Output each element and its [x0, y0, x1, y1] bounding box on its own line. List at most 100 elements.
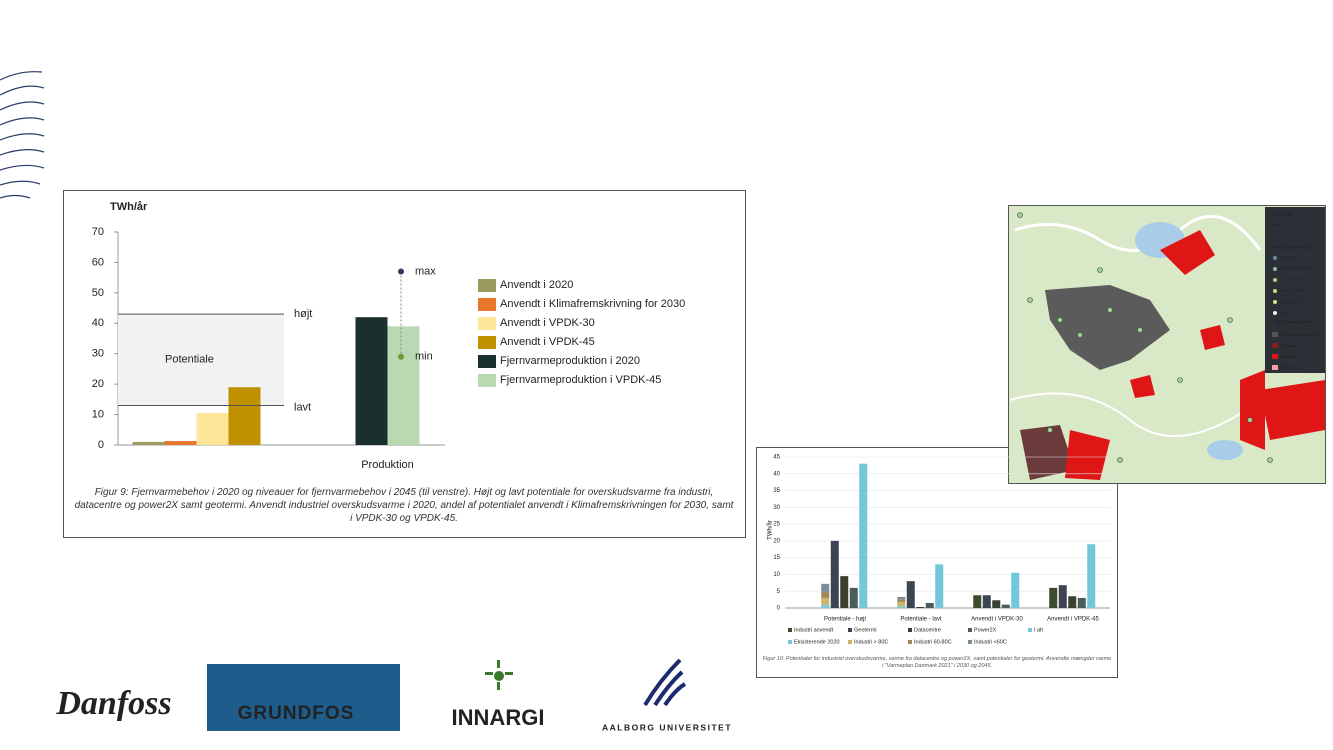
- y-tick-label: 0: [777, 606, 781, 612]
- bar-segment: [897, 599, 906, 602]
- y-axis-label: TWh/år: [767, 520, 774, 540]
- x-tick-label: Anvendt i VPDK-45: [1047, 617, 1099, 623]
- region-label: Potentiale: [165, 354, 214, 366]
- map-point: [1117, 457, 1123, 463]
- legend-label: Power2X: [974, 627, 997, 633]
- y-tick-label: 70: [92, 226, 104, 238]
- map-legend-dot: [1273, 289, 1277, 293]
- map-legend-dot: [1273, 278, 1277, 282]
- map-panel-title: Layer List: [1268, 211, 1292, 217]
- y-tick-label: 15: [773, 555, 780, 561]
- map-point: [1077, 332, 1083, 338]
- map-point: [1047, 427, 1053, 433]
- y-tick-label: 10: [773, 572, 780, 578]
- max-marker: [398, 268, 404, 275]
- logos: [207, 658, 687, 731]
- legend-swatch: [478, 336, 496, 349]
- map-point: [1137, 327, 1143, 333]
- x-tick-label: Potentiale - højt: [824, 617, 866, 623]
- legend-label: Anvendt i VPDK-45: [500, 336, 595, 348]
- map-legend-item: Udlagt til fjernvarme: [1281, 332, 1317, 337]
- caption-box: Figur 10: Potentialer for industriel ove…: [762, 656, 1112, 669]
- map: [1008, 205, 1326, 484]
- bar: [992, 600, 1001, 608]
- legend-swatch: [968, 628, 972, 632]
- y-tick-label: 0: [98, 439, 104, 451]
- bar: [1068, 596, 1077, 608]
- bar: [925, 602, 934, 608]
- legend-label: Eksisterende 2020: [794, 639, 840, 645]
- legend-label: Industri 60-80C: [914, 639, 952, 645]
- legend-label: Anvendt i Klimafremskrivning for 2030: [500, 298, 685, 310]
- y-tick-label: 10: [92, 408, 104, 420]
- map-legend-item: > 10.000: [1280, 255, 1296, 260]
- legend-swatch: [848, 628, 852, 632]
- map-legend-swatch: [1272, 365, 1278, 370]
- legend-label: Industri anvendt: [794, 627, 834, 633]
- legend-swatch: [908, 628, 912, 632]
- legend-label: I alt: [1034, 627, 1043, 633]
- legend-label: Geotermi: [854, 627, 877, 633]
- bar: [1001, 604, 1010, 608]
- logo-innargi: INNARGI: [452, 705, 545, 730]
- x-tick-label: Anvendt i VPDK-30: [971, 617, 1023, 623]
- bar-segment: [821, 604, 830, 608]
- map-legend-swatch: [1272, 343, 1278, 348]
- logo-grundfos: GRUNDFOS: [238, 703, 355, 724]
- legend-swatch: [968, 640, 972, 644]
- map-point: [1107, 307, 1113, 313]
- caption-box: Figur 9: Fjernvarmebehov i 2020 og nivea…: [75, 487, 734, 524]
- map-legend-item: > 500 - 1.000: [1280, 288, 1304, 293]
- legend-swatch: [478, 355, 496, 368]
- min-label: min: [415, 351, 433, 363]
- map-legend-item: > 1.000 - 5.000: [1280, 277, 1308, 282]
- map-group: Overskudsvarme (GJ): [1270, 245, 1315, 250]
- x-tick-label: Produktion: [361, 459, 414, 471]
- y-tick-label: 30: [92, 348, 104, 360]
- map-point: [1017, 212, 1023, 218]
- map-point: [1247, 417, 1253, 423]
- figure-frame: [756, 447, 1118, 678]
- bar: [859, 463, 868, 608]
- map-legend-swatch: [1272, 332, 1278, 337]
- map-point: [1027, 297, 1033, 303]
- y-tick-label: 40: [92, 317, 104, 329]
- map-legend-item: Anbefalet: [1281, 354, 1299, 359]
- legend-swatch: [478, 279, 496, 292]
- bar: [1058, 585, 1067, 608]
- map-legend-item: < 250: [1280, 310, 1291, 315]
- map-point: [1057, 317, 1063, 323]
- legend-swatch: [1028, 628, 1032, 632]
- bar: [196, 413, 229, 445]
- y-tick-label: 50: [92, 287, 104, 299]
- bar: [849, 587, 858, 608]
- bar-segment: [897, 606, 906, 608]
- legend-label: Industri <60C: [974, 639, 1007, 645]
- max-label: max: [415, 265, 436, 277]
- legend-label: Fjernvarmeproduktion i VPDK-45: [500, 374, 661, 386]
- bar: [132, 441, 165, 445]
- caption: Figur 10: Potentialer for industriel ove…: [762, 656, 1112, 669]
- bar-segment: [1049, 587, 1058, 608]
- map-group: Fjernvarmepotentiale: [1276, 319, 1314, 324]
- bar-segment: [821, 583, 830, 592]
- bar: [840, 576, 849, 608]
- legend-label: Industri > 80C: [854, 639, 888, 645]
- legend-swatch: [478, 317, 496, 330]
- bar: [228, 387, 261, 445]
- bar-segment: [821, 597, 830, 605]
- y-tick-label: 20: [773, 538, 780, 544]
- bar: [916, 606, 925, 608]
- map-point: [1227, 317, 1233, 323]
- map-point: [1267, 457, 1273, 463]
- map-legend-item: Maksimum: [1281, 365, 1301, 370]
- map-layers: Layers: [1268, 222, 1282, 227]
- legend-label: Datacentre: [914, 627, 941, 633]
- bar: [982, 595, 991, 608]
- map-legend-dot: [1273, 300, 1277, 304]
- x-tick-label: Potentiale - lavt: [900, 617, 942, 623]
- y-tick-label: 45: [773, 455, 780, 461]
- legend-swatch: [908, 640, 912, 644]
- legend-swatch: [788, 640, 792, 644]
